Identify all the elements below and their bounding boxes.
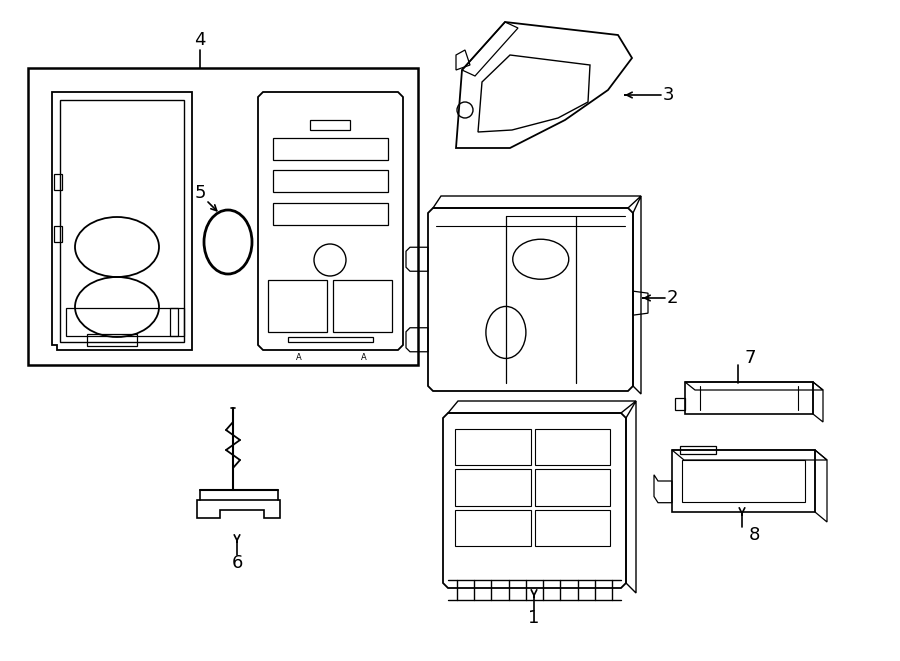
Text: 3: 3 bbox=[662, 86, 674, 104]
Bar bbox=[675, 399, 685, 410]
Bar bbox=[87, 334, 137, 346]
Text: 6: 6 bbox=[231, 554, 243, 572]
Text: 2: 2 bbox=[666, 289, 678, 307]
Bar bbox=[333, 280, 392, 332]
Bar bbox=[685, 382, 813, 414]
Text: 8: 8 bbox=[748, 526, 760, 544]
Bar bbox=[680, 446, 716, 454]
Text: 5: 5 bbox=[194, 184, 206, 202]
Bar bbox=[273, 170, 388, 192]
Bar bbox=[268, 280, 327, 332]
Bar bbox=[273, 203, 388, 225]
Bar bbox=[66, 308, 178, 336]
Text: 4: 4 bbox=[194, 31, 206, 49]
Bar bbox=[60, 100, 184, 342]
Bar bbox=[535, 510, 610, 546]
Bar bbox=[455, 469, 530, 506]
Bar bbox=[672, 450, 815, 512]
Bar bbox=[28, 68, 418, 365]
Bar bbox=[455, 510, 530, 546]
Bar bbox=[273, 138, 388, 160]
Bar bbox=[535, 429, 610, 465]
Bar bbox=[170, 308, 184, 336]
Bar bbox=[54, 174, 62, 190]
Bar bbox=[535, 469, 610, 506]
Bar bbox=[288, 337, 373, 342]
Text: A: A bbox=[361, 354, 367, 362]
Bar bbox=[682, 460, 805, 502]
Bar bbox=[310, 120, 350, 130]
Text: 7: 7 bbox=[744, 349, 756, 367]
Bar bbox=[54, 225, 62, 242]
Text: 1: 1 bbox=[528, 609, 540, 627]
Bar bbox=[455, 429, 530, 465]
Text: A: A bbox=[296, 354, 302, 362]
